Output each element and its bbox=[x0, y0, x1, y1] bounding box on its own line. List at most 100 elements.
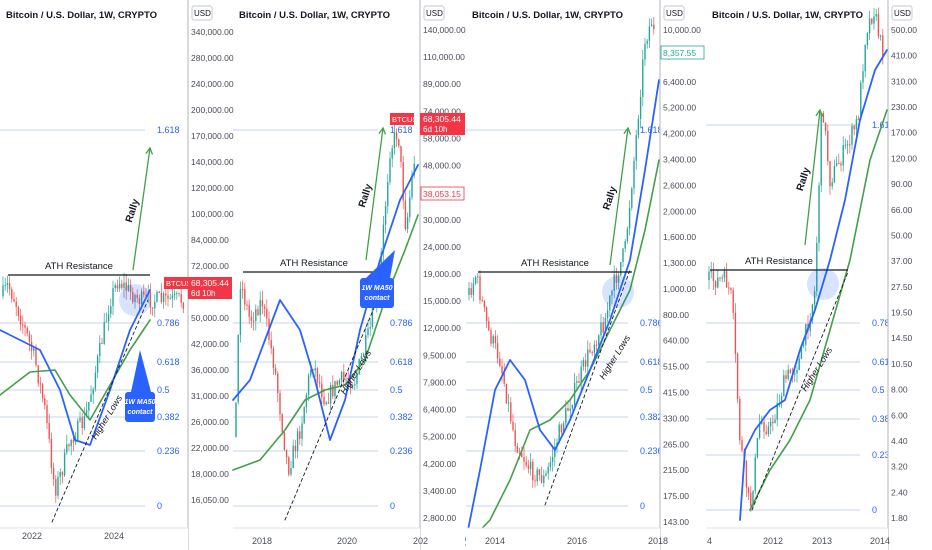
ma200-line bbox=[232, 214, 419, 471]
candle-body bbox=[17, 306, 20, 316]
rally-arrow bbox=[804, 109, 821, 246]
candle-body bbox=[714, 280, 717, 288]
currency-box[interactable] bbox=[663, 5, 685, 21]
fib-level-label: 0.382 bbox=[872, 414, 895, 424]
currency-box[interactable] bbox=[191, 5, 213, 21]
candle-body bbox=[772, 421, 774, 424]
x-tick-label: 2024 bbox=[104, 531, 124, 541]
candle-body bbox=[622, 248, 624, 262]
ma50-callout-line1: 1W MA50 bbox=[361, 285, 392, 292]
candle-body bbox=[112, 287, 114, 307]
candle-body bbox=[868, 18, 871, 34]
candle-body bbox=[290, 468, 292, 475]
time-axis bbox=[0, 528, 188, 550]
candle-body bbox=[750, 492, 752, 507]
candle-body bbox=[505, 383, 508, 404]
candle-body bbox=[406, 217, 409, 230]
candle-body bbox=[244, 289, 246, 305]
candle-body bbox=[468, 288, 470, 295]
candle-body bbox=[94, 372, 97, 389]
candle-body bbox=[767, 426, 770, 435]
y-tick-label: 4,200.00 bbox=[663, 129, 696, 139]
y-tick-label: 410.00 bbox=[891, 51, 917, 61]
candle-body bbox=[294, 445, 297, 451]
candle-body bbox=[796, 370, 798, 374]
candle-body bbox=[307, 375, 310, 395]
x-tick-label: 2016 bbox=[567, 536, 587, 546]
candle-body bbox=[730, 288, 732, 291]
symbol-tag bbox=[164, 277, 188, 289]
candle-body bbox=[725, 271, 728, 288]
chart-title: Bitcoin / U.S. Dollar, 1W, CRYPTO bbox=[6, 10, 157, 21]
y-tick-label: 30,000.00 bbox=[423, 215, 461, 225]
candle-body bbox=[6, 283, 9, 286]
fib-level-label: 0.618 bbox=[157, 357, 180, 367]
candle-body bbox=[538, 469, 541, 476]
candle-body bbox=[303, 407, 305, 424]
y-tick-label: 170,000.00 bbox=[191, 131, 234, 141]
candle-body bbox=[501, 366, 503, 373]
fib-level-label: 0 bbox=[872, 505, 877, 515]
currency-box[interactable] bbox=[891, 5, 913, 21]
candle-body bbox=[279, 393, 281, 415]
candle-body bbox=[325, 402, 327, 405]
candle-body bbox=[125, 282, 127, 291]
candle-body bbox=[851, 125, 853, 145]
candle-body bbox=[158, 291, 160, 293]
candle-body bbox=[356, 374, 358, 385]
y-tick-label: 310.00 bbox=[891, 76, 917, 86]
candle-body bbox=[829, 161, 831, 187]
candle-body bbox=[761, 422, 763, 424]
candle-body bbox=[855, 119, 858, 130]
candle-body bbox=[281, 414, 283, 433]
y-tick-label: 19.50 bbox=[891, 308, 913, 318]
currency-label: USD bbox=[666, 9, 683, 18]
candle-body bbox=[490, 330, 492, 344]
y-tick-label: 26,000.00 bbox=[191, 417, 229, 427]
ma-contact-circle bbox=[807, 268, 839, 300]
candle-body bbox=[741, 440, 743, 451]
candle-body bbox=[633, 160, 635, 189]
candle-body bbox=[510, 402, 512, 422]
candle-body bbox=[70, 440, 72, 447]
y-tick-label: 120.00 bbox=[891, 153, 917, 163]
candle-body bbox=[28, 333, 31, 342]
candle-body bbox=[305, 394, 308, 408]
ath-resistance-label: ATH Resistance bbox=[745, 256, 813, 267]
candle-body bbox=[525, 461, 527, 466]
y-tick-label: 16,050.00 bbox=[191, 495, 229, 505]
ma200-line bbox=[465, 159, 660, 546]
candle-body bbox=[717, 277, 719, 288]
candle-body bbox=[338, 380, 341, 385]
candle-body bbox=[736, 353, 739, 400]
y-tick-label: 12,000.00 bbox=[423, 323, 461, 333]
y-tick-label: 2,600.00 bbox=[663, 180, 696, 190]
candle-body bbox=[121, 283, 123, 288]
currency-box[interactable] bbox=[423, 5, 445, 21]
candle-body bbox=[160, 292, 163, 302]
candle-body bbox=[712, 271, 715, 281]
candle-body bbox=[838, 163, 840, 165]
x-tick-label: 2018 bbox=[252, 536, 272, 546]
candle-body bbox=[842, 145, 844, 166]
candle-body bbox=[774, 419, 776, 424]
candle-body bbox=[103, 321, 105, 344]
candle-body bbox=[879, 35, 882, 37]
ma-contact-circle bbox=[602, 276, 634, 308]
candle-body bbox=[248, 305, 250, 317]
candle-body bbox=[813, 291, 816, 305]
fib-level-label: 1.618 bbox=[390, 125, 413, 135]
candle-body bbox=[719, 277, 721, 279]
y-tick-label: 500.00 bbox=[891, 25, 917, 35]
candle-body bbox=[642, 59, 644, 97]
y-tick-label: 515.00 bbox=[663, 362, 689, 372]
candle-body bbox=[628, 207, 631, 229]
candle-body bbox=[644, 43, 646, 60]
y-tick-label: 90.00 bbox=[891, 179, 913, 189]
y-tick-label: 330.00 bbox=[663, 413, 689, 423]
candle-body bbox=[882, 35, 884, 57]
y-tick-label: 5,200.00 bbox=[423, 432, 456, 442]
candle-body bbox=[710, 271, 712, 273]
candle-body bbox=[263, 306, 266, 309]
y-tick-label: 230.00 bbox=[891, 102, 917, 112]
